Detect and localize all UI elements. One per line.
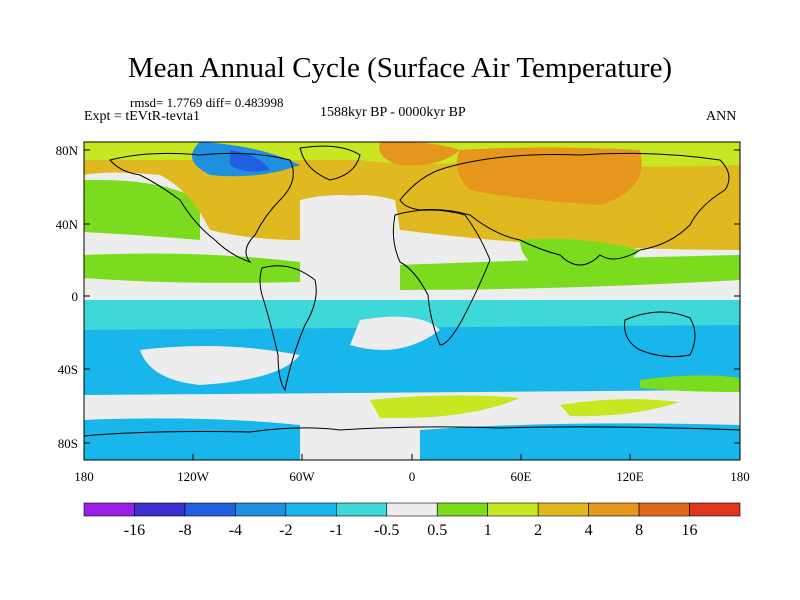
season-label: ANN — [706, 109, 737, 124]
lat-label: 40N — [56, 217, 79, 232]
colorbar-label: 1 — [484, 522, 492, 539]
colorbar-label: 4 — [585, 522, 593, 539]
colorbar-label: 0.5 — [427, 522, 447, 539]
lon-label: 120E — [616, 469, 644, 484]
colorbar-swatch — [487, 502, 539, 517]
page-title: Mean Annual Cycle (Surface Air Temperatu… — [127, 52, 673, 84]
colorbar-swatch — [336, 502, 388, 517]
colorbar-swatch — [285, 502, 337, 517]
colorbar-swatch — [638, 502, 690, 517]
colorbar-label: -8 — [178, 522, 191, 539]
colorbar-label: 16 — [682, 522, 698, 539]
colorbar-label: 2 — [534, 522, 542, 539]
lat-label: 80S — [58, 436, 78, 451]
lon-label: 180 — [730, 469, 750, 484]
colorbar-swatch — [184, 502, 236, 517]
colorbar-label: -2 — [279, 522, 292, 539]
colorbar-swatch — [83, 502, 135, 517]
temperature-anomaly-field — [84, 142, 740, 460]
lat-label: 0 — [72, 289, 79, 304]
colorbar: -16 -8 -4 -2 -1 -0.5 0.5 1 2 4 8 16 — [83, 502, 741, 539]
colorbar-label: -16 — [124, 522, 145, 539]
longitude-axis: 180 120W 60W 0 60E 120E 180 — [74, 454, 750, 484]
colorbar-swatch — [588, 502, 640, 517]
colorbar-swatch — [689, 502, 741, 517]
lon-label: 120W — [177, 469, 210, 484]
coastlines — [84, 145, 740, 437]
lat-label: 80N — [56, 143, 79, 158]
colorbar-label: -4 — [229, 522, 242, 539]
rmsd-diff-stats: rmsd= 1.7769 diff= 0.483998 — [130, 95, 284, 110]
experiment-label: Expt = tEVtR-tevta1 — [84, 109, 200, 124]
lon-label: 60W — [289, 469, 315, 484]
lon-label: 0 — [409, 469, 416, 484]
period-label: 1588kyr BP - 0000kyr BP — [320, 105, 466, 120]
colorbar-swatch — [436, 502, 488, 517]
colorbar-swatch — [235, 502, 287, 517]
colorbar-swatch — [134, 502, 186, 517]
lat-label: 40S — [58, 362, 78, 377]
colorbar-label: -0.5 — [374, 522, 399, 539]
colorbar-swatch — [386, 502, 438, 517]
colorbar-swatch — [537, 502, 589, 517]
latitude-axis: 80N 40N 0 40S 80S — [56, 143, 740, 451]
lon-label: 180 — [74, 469, 94, 484]
lon-label: 60E — [511, 469, 532, 484]
colorbar-label: -1 — [330, 522, 343, 539]
colorbar-label: 8 — [635, 522, 643, 539]
